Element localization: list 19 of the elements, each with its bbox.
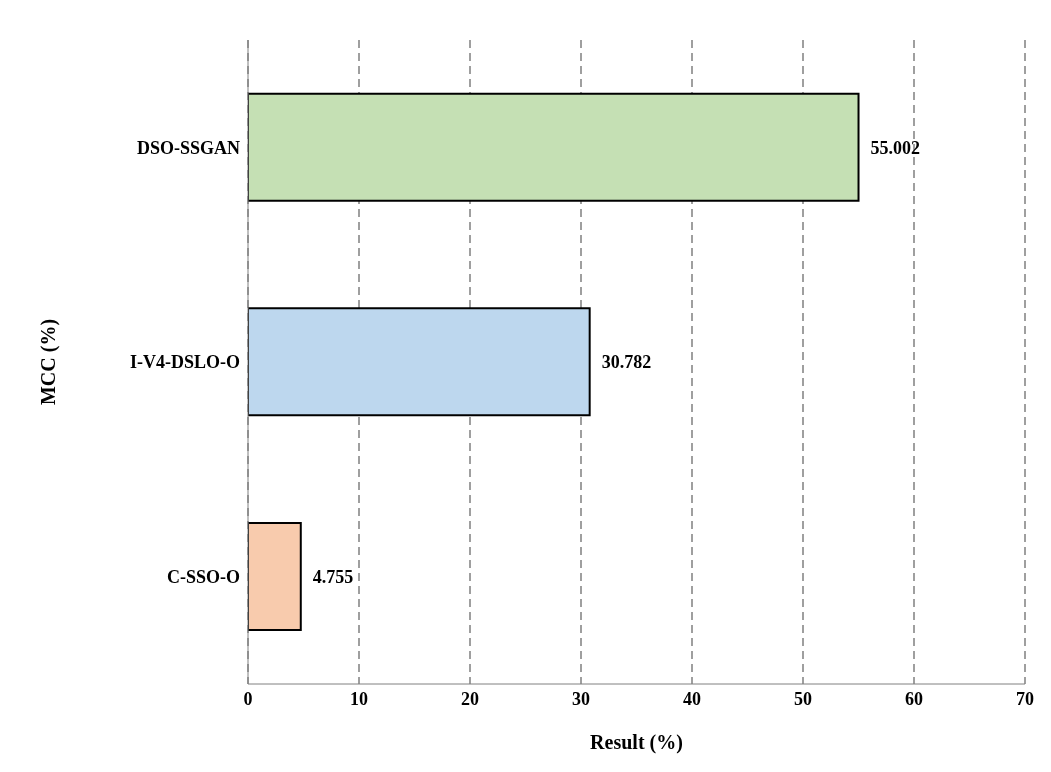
x-tick-label: 20: [461, 688, 479, 709]
data-label: 4.755: [312, 566, 354, 587]
x-tick-label: 60: [905, 688, 923, 709]
y-tick-label: I-V4-DSLO-O: [129, 352, 240, 373]
x-tick-label: 70: [1016, 688, 1034, 709]
bar: [248, 307, 591, 417]
x-tick-label: 40: [683, 688, 701, 709]
x-axis-title: Result (%): [590, 731, 683, 754]
bar: [248, 522, 302, 631]
x-tick-label: 10: [350, 688, 368, 709]
x-tick-label: 0: [243, 688, 253, 709]
x-tick-label: 50: [794, 688, 812, 709]
bar: [248, 92, 860, 202]
y-tick-label: DSO-SSGAN: [136, 137, 240, 158]
y-axis-title: MCC (%): [37, 318, 61, 406]
x-tick-label: 30: [572, 688, 590, 709]
y-tick-label: C-SSO-O: [166, 567, 240, 588]
data-label: 55.002: [870, 137, 921, 158]
data-label: 30.782: [601, 352, 652, 373]
